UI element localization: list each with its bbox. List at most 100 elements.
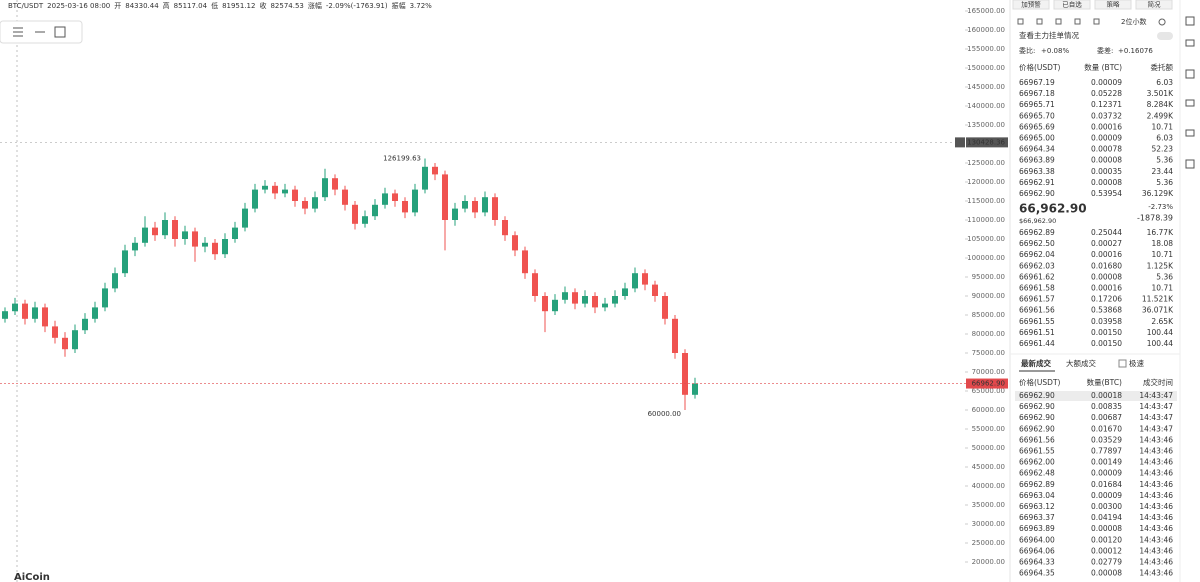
tab-label[interactable]: 已自选 [1062, 0, 1082, 9]
tab[interactable] [1094, 0, 1132, 10]
candle-body [362, 216, 368, 224]
fast-label[interactable]: 极速 [1129, 358, 1145, 368]
candle-body [272, 185, 278, 194]
panel-bg [1010, 0, 1200, 582]
candle-body [422, 166, 428, 190]
tab-label[interactable]: 加预警 [1021, 0, 1041, 9]
candle-body [62, 337, 68, 350]
trade-qty: 0.01670 [1091, 424, 1122, 433]
tab-label[interactable]: 简况 [1148, 0, 1162, 9]
crosshair-tag [966, 137, 1008, 148]
trade-tab[interactable]: 最新成交 [1021, 358, 1051, 368]
drawing-toolbar[interactable] [0, 20, 83, 44]
side-icons[interactable] [1185, 16, 1195, 169]
candle-body [402, 201, 408, 213]
column-header: 价格(USDT) [1019, 62, 1061, 72]
precision[interactable]: 2位小数 [1121, 17, 1146, 26]
amount: 23.44 [1152, 167, 1174, 176]
candle-body [152, 227, 158, 236]
tab[interactable] [1135, 0, 1173, 10]
y-tick-label: 25000.00 [972, 539, 1005, 547]
quantity: 0.00027 [1091, 239, 1122, 248]
trade-time: 14:43:47 [1139, 413, 1173, 422]
trade-price: 66964.00 [1019, 535, 1055, 544]
last-price: 66,962.90 [1019, 202, 1087, 216]
quantity: 0.17206 [1091, 295, 1122, 304]
header-item: 81951.12 [222, 2, 255, 10]
price: 66964.34 [1019, 145, 1055, 154]
price: 66965.71 [1019, 100, 1055, 109]
quantity: 0.00078 [1091, 145, 1122, 154]
amount: 1.125K [1147, 261, 1174, 270]
depth-link[interactable]: 查看主力挂单情况 [1019, 30, 1079, 40]
fast-checkbox[interactable] [1118, 359, 1127, 368]
amount: 11.521K [1142, 295, 1174, 304]
candle-body [232, 227, 238, 240]
diff-value: +0.16076 [1118, 47, 1153, 55]
price: 66961.55 [1019, 317, 1055, 326]
y-tick-label: 150000.00 [967, 64, 1005, 72]
toggle[interactable] [1157, 32, 1173, 40]
candle-body [492, 197, 498, 221]
candle-body [2, 311, 8, 319]
last-price-tag [966, 378, 1008, 389]
candle-body [582, 296, 588, 304]
candle-body [682, 353, 688, 395]
price: 66962.03 [1019, 261, 1055, 270]
header-item: 85117.04 [174, 2, 208, 10]
trade-qty: 0.00687 [1091, 413, 1122, 422]
side-icon[interactable] [1185, 16, 1195, 169]
y-tick-label: 165000.00 [967, 7, 1005, 15]
header-item: 高 [163, 1, 170, 10]
header-item: 开 [114, 2, 121, 10]
trade-time: 14:43:46 [1139, 458, 1173, 467]
header-item: 84330.44 [125, 2, 159, 10]
trade-qty: 0.00012 [1091, 546, 1122, 555]
candle-body [112, 273, 118, 289]
candle-body [132, 242, 138, 251]
change-pct: -2.73% [1148, 203, 1173, 211]
diff-label: 委差: [1097, 46, 1113, 55]
candle-body [472, 201, 478, 213]
amount: 36.071K [1142, 306, 1174, 315]
price: 66961.56 [1019, 306, 1055, 315]
tab-label[interactable]: 策略 [1107, 0, 1121, 9]
quantity: 0.00009 [1091, 78, 1122, 87]
y-tick-label: 135000.00 [967, 121, 1005, 129]
tab[interactable] [1012, 0, 1050, 10]
tab[interactable] [1053, 0, 1091, 10]
candle-body [452, 208, 458, 221]
trade-time: 14:43:46 [1139, 435, 1173, 444]
trade-qty: 0.00149 [1091, 458, 1122, 467]
header-item: 2025-03-16 08:00 [47, 2, 110, 10]
y-tick-label: 85000.00 [972, 311, 1005, 319]
candle-body [302, 201, 308, 209]
amount: 6.03 [1156, 78, 1173, 87]
y-tick-label: 60000.00 [972, 406, 1005, 414]
price: 66961.44 [1019, 339, 1055, 348]
y-tick-label: 140000.00 [967, 102, 1005, 110]
amount: 36.129K [1142, 189, 1174, 198]
trade-time: 14:43:46 [1139, 569, 1173, 578]
quantity: 0.01680 [1091, 261, 1122, 270]
quantity: 0.25044 [1091, 228, 1122, 237]
trade-time: 14:43:47 [1139, 424, 1173, 433]
ratio-label: 委比: [1019, 46, 1035, 55]
candle-body [662, 296, 668, 319]
candle-body [622, 288, 628, 297]
y-tick-label: 35000.00 [972, 501, 1005, 509]
trade-time: 14:43:46 [1139, 524, 1173, 533]
candle-body [92, 307, 98, 319]
y-tick-label: 80000.00 [972, 330, 1005, 338]
candle-body [672, 318, 678, 354]
quantity: 0.12371 [1091, 100, 1122, 109]
y-tick-label: 65000.00 [972, 387, 1005, 395]
y-tick-label: 120000.00 [967, 178, 1005, 186]
trade-tab[interactable]: 大额成交 [1066, 358, 1096, 368]
trade-price: 66961.55 [1019, 447, 1055, 456]
trade-time: 14:43:46 [1139, 535, 1173, 544]
y-tick-label: 160000.00 [967, 26, 1005, 34]
y-tick-label: 70000.00 [972, 368, 1005, 376]
price: 66967.19 [1019, 78, 1055, 87]
